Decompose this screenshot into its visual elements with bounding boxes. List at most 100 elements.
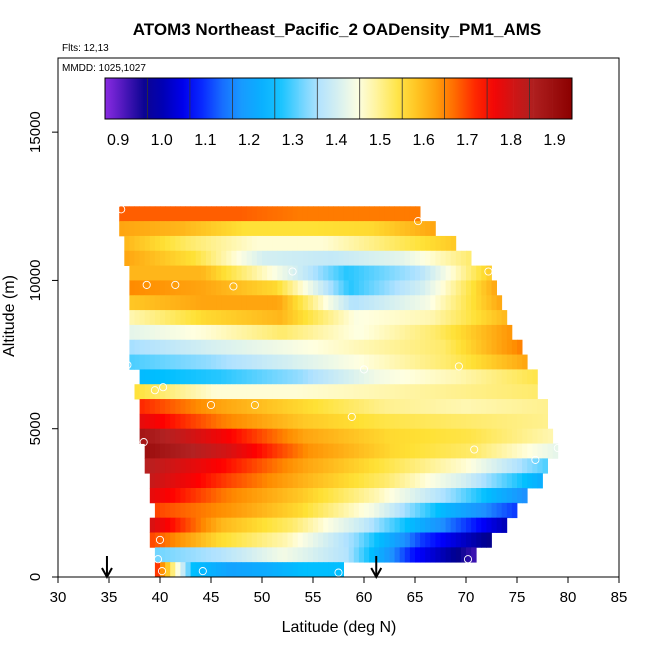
heatmap-cell [124, 250, 130, 266]
heatmap-cell [205, 384, 212, 400]
heatmap-cell [318, 443, 324, 459]
heatmap-cell [420, 399, 426, 415]
heatmap-cell [496, 458, 503, 474]
heatmap-cell [262, 384, 268, 400]
heatmap-cell [307, 562, 314, 578]
heatmap-cell [307, 235, 314, 252]
heatmap-cell [358, 235, 365, 252]
heatmap-cell [460, 428, 467, 444]
y-tick-label: 15000 [27, 111, 44, 153]
heatmap-cell [160, 488, 166, 504]
heatmap-cell [221, 399, 227, 415]
heatmap-cell [399, 473, 406, 489]
heatmap-cell [165, 310, 171, 326]
heatmap-cell [292, 384, 299, 400]
heatmap-cell [440, 517, 446, 533]
heatmap-cell [333, 221, 339, 237]
heatmap-cell [318, 532, 324, 548]
heatmap-cell [267, 206, 273, 222]
heatmap-cell [160, 206, 166, 222]
heatmap-cell [302, 488, 309, 504]
heatmap-cell [185, 369, 191, 385]
heatmap-cell [216, 235, 222, 252]
heatmap-cell [379, 428, 385, 444]
heatmap-cell [435, 369, 441, 385]
heatmap-cell [231, 458, 237, 474]
heatmap-cell [277, 280, 283, 296]
heatmap-cell [246, 517, 253, 533]
heatmap-cell [527, 413, 533, 430]
colorbar-tick-label: 1.9 [543, 132, 565, 149]
heatmap-cell [231, 473, 237, 489]
heatmap-cell [287, 339, 293, 355]
heatmap-cell [256, 473, 263, 489]
heatmap-cell [399, 280, 406, 296]
heatmap-cell [343, 428, 350, 444]
heatmap-cell [180, 310, 186, 326]
heatmap-cell [415, 413, 421, 430]
heatmap-cell [195, 502, 202, 519]
heatmap-cell [323, 532, 329, 548]
heatmap-cell [236, 339, 242, 355]
x-tick-label: 45 [203, 589, 220, 606]
heatmap-cell [471, 517, 477, 533]
heatmap-cell [440, 324, 446, 341]
heatmap-cell [231, 295, 237, 311]
heatmap-cell [476, 295, 482, 311]
heatmap-cell [221, 369, 227, 385]
colorbar-segment [416, 78, 437, 119]
heatmap-cell [200, 324, 207, 341]
heatmap-cell [185, 517, 191, 533]
heatmap-cell [236, 488, 242, 504]
heatmap-cell [165, 265, 171, 281]
heatmap-cell [466, 399, 472, 415]
heatmap-cell [435, 443, 441, 459]
heatmap-cell [231, 443, 237, 459]
heatmap-cell [216, 310, 222, 326]
heatmap-cell [440, 310, 446, 326]
heatmap-cell [205, 250, 212, 266]
heatmap-cell [384, 354, 390, 370]
heatmap-cell [328, 547, 334, 563]
heatmap-cell [190, 206, 197, 222]
heatmap-cell [256, 547, 263, 563]
heatmap-cell [318, 354, 324, 370]
heatmap-cell [236, 250, 242, 266]
heatmap-cell [476, 488, 482, 504]
heatmap-cell [420, 369, 426, 385]
heatmap-cell [129, 354, 135, 370]
heatmap-cell [221, 458, 227, 474]
heatmap-cell [246, 369, 253, 385]
heatmap-cell [379, 458, 385, 474]
heatmap-cell [430, 369, 436, 385]
heatmap-cell [415, 458, 421, 474]
heatmap-cell [328, 206, 334, 222]
heatmap-cell [175, 235, 181, 252]
heatmap-cell [415, 221, 421, 237]
heatmap-cell [420, 502, 426, 519]
heatmap-cell [307, 324, 314, 341]
heatmap-cell [379, 369, 385, 385]
heatmap-cell [491, 458, 497, 474]
heatmap-cell [537, 443, 543, 459]
heatmap-cell [175, 502, 181, 519]
heatmap-cell [353, 206, 360, 222]
heatmap-cell [297, 339, 304, 355]
heatmap-cell [246, 235, 253, 252]
heatmap-cell [333, 473, 339, 489]
heatmap-cell [246, 339, 253, 355]
heatmap-cell [272, 532, 278, 548]
heatmap-cell [364, 265, 370, 281]
heatmap-cell [256, 413, 263, 430]
heatmap-cell [272, 517, 278, 533]
colorbar-segment [105, 78, 125, 119]
heatmap-cell [384, 324, 390, 341]
heatmap-cell [170, 443, 176, 459]
heatmap-cell [379, 532, 385, 548]
heatmap-cell [241, 532, 248, 548]
heatmap-cell [165, 221, 171, 237]
heatmap-cell [323, 547, 329, 563]
heatmap-cell [486, 428, 492, 444]
sample-point-marker [198, 567, 207, 576]
heatmap-cell [226, 295, 232, 311]
